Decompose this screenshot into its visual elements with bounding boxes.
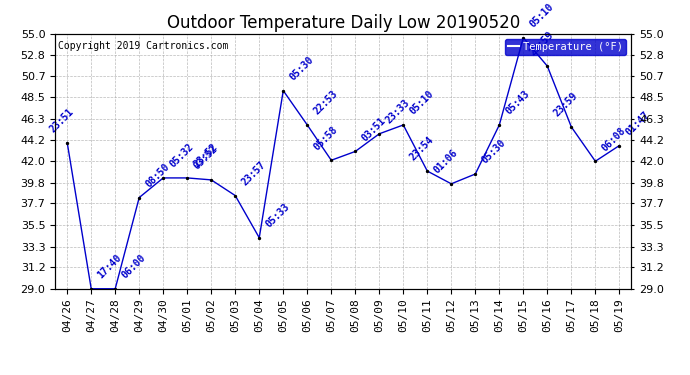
Point	[158, 175, 169, 181]
Point	[206, 177, 217, 183]
Text: 22:53: 22:53	[311, 89, 339, 117]
Text: 01:47: 01:47	[624, 110, 651, 137]
Text: 23:59: 23:59	[528, 30, 555, 58]
Point	[254, 235, 265, 241]
Point	[181, 175, 193, 181]
Point	[397, 122, 408, 128]
Text: 23:59: 23:59	[552, 91, 580, 118]
Point	[230, 193, 241, 199]
Point	[110, 286, 121, 292]
Text: 05:30: 05:30	[480, 138, 507, 166]
Point	[614, 142, 625, 148]
Point	[86, 286, 97, 292]
Point	[61, 140, 72, 146]
Text: Copyright 2019 Cartronics.com: Copyright 2019 Cartronics.com	[58, 41, 228, 51]
Point	[278, 88, 289, 94]
Point	[518, 34, 529, 40]
Point	[134, 195, 145, 201]
Text: 01:06: 01:06	[432, 148, 460, 176]
Text: 05:10: 05:10	[408, 89, 435, 117]
Text: 23:51: 23:51	[48, 106, 76, 134]
Point	[494, 122, 505, 128]
Text: 08:50: 08:50	[144, 161, 171, 189]
Text: 23:33: 23:33	[384, 98, 411, 126]
Point	[374, 131, 385, 137]
Text: 05:33: 05:33	[264, 202, 291, 229]
Text: 03:51: 03:51	[359, 115, 387, 143]
Text: 23:52: 23:52	[191, 142, 219, 170]
Text: 05:30: 05:30	[288, 54, 315, 82]
Point	[590, 158, 601, 164]
Point	[326, 157, 337, 163]
Text: 23:54: 23:54	[408, 135, 435, 163]
Point	[350, 148, 361, 154]
Point	[542, 63, 553, 69]
Point	[566, 124, 577, 130]
Text: 05:58: 05:58	[312, 124, 339, 152]
Text: 05:43: 05:43	[504, 89, 531, 117]
Text: 05:10: 05:10	[527, 2, 555, 29]
Point	[470, 171, 481, 177]
Text: 05:32: 05:32	[168, 142, 195, 170]
Point	[422, 168, 433, 174]
Point	[302, 122, 313, 128]
Text: 06:08: 06:08	[600, 125, 627, 153]
Title: Outdoor Temperature Daily Low 20190520: Outdoor Temperature Daily Low 20190520	[167, 14, 520, 32]
Point	[446, 181, 457, 187]
Text: 03:52: 03:52	[192, 144, 219, 171]
Legend: Temperature (°F): Temperature (°F)	[505, 39, 626, 55]
Text: 06:00: 06:00	[119, 253, 147, 280]
Text: 17:40: 17:40	[95, 253, 124, 280]
Text: 23:57: 23:57	[239, 159, 267, 187]
